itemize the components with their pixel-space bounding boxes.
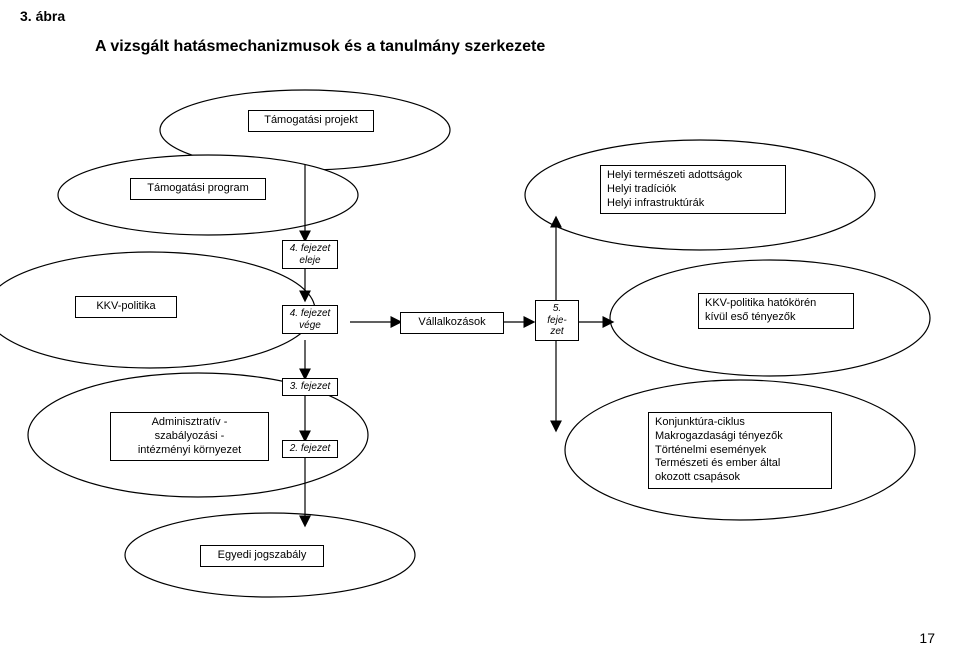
box-konjunktura: Konjunktúra-ciklus Makrogazdasági tényez…: [648, 412, 832, 489]
box-helyi: Helyi természeti adottságok Helyi tradíc…: [600, 165, 786, 214]
box-kkv-politika: KKV-politika: [75, 296, 177, 318]
box-kkv-hatokor: KKV-politika hatókörén kívül eső tényező…: [698, 293, 854, 329]
box-vallalkozasok: Vállalkozások: [400, 312, 504, 334]
box-fej3: 3. fejezet: [282, 378, 338, 396]
box-fej4-eleje: 4. fejezet eleje: [282, 240, 338, 269]
box-tamogatasi-projekt: Támogatási projekt: [248, 110, 374, 132]
box-egyedi: Egyedi jogszabály: [200, 545, 324, 567]
box-admin: Adminisztratív - szabályozási - intézmén…: [110, 412, 269, 461]
box-fej2: 2. fejezet: [282, 440, 338, 458]
box-fej4-vege: 4. fejezet vége: [282, 305, 338, 334]
box-tamogatasi-program: Támogatási program: [130, 178, 266, 200]
box-fej5: 5. feje- zet: [535, 300, 579, 341]
